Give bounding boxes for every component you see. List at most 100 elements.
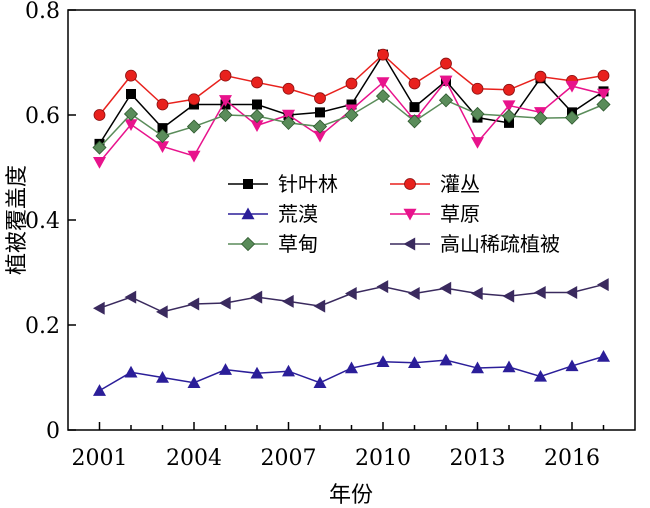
y-tick-label: 0.6 (25, 104, 60, 129)
series-灌丛 (93, 48, 610, 121)
data-point (376, 355, 390, 367)
data-point (219, 363, 232, 375)
x-tick-label: 2013 (450, 446, 506, 471)
data-point (93, 301, 105, 315)
legend-item: 荒漠 (228, 202, 318, 226)
series-草甸 (92, 89, 611, 155)
data-point (157, 123, 168, 134)
data-point (250, 290, 263, 304)
x-tick-label: 2004 (166, 446, 222, 471)
data-point (124, 365, 138, 378)
data-point (187, 376, 201, 388)
data-point (502, 289, 515, 303)
legend-item: 草原 (390, 202, 480, 226)
data-point (155, 128, 170, 144)
data-point (439, 353, 453, 366)
data-point (564, 110, 580, 125)
x-axis: 2001 2004 2007 2010 2013 2016 (72, 422, 605, 471)
legend-marker (240, 236, 256, 252)
x-axis-title: 年份 (329, 483, 373, 508)
data-point (439, 281, 452, 295)
data-point (440, 57, 452, 70)
data-point (126, 89, 136, 99)
data-point (125, 69, 137, 82)
legend-marker (403, 208, 417, 221)
data-point (565, 359, 579, 372)
y-tick-label: 0 (46, 419, 60, 444)
series-荒漠 (93, 350, 610, 396)
data-point (219, 69, 232, 82)
data-point (92, 140, 107, 155)
data-point (376, 280, 389, 294)
data-point (281, 115, 296, 130)
series-line (98, 53, 604, 145)
data-point (596, 97, 611, 112)
data-point (313, 130, 327, 143)
data-point (471, 137, 484, 149)
data-point (93, 157, 106, 169)
legend-marker (243, 179, 253, 189)
series-高山稀疏植被 (93, 278, 609, 319)
data-point (471, 287, 483, 300)
data-point (376, 77, 390, 89)
data-point (438, 93, 454, 108)
data-point (93, 109, 106, 121)
data-point (534, 369, 547, 382)
data-point (156, 371, 169, 383)
data-point (156, 305, 168, 319)
data-point (187, 150, 201, 163)
data-point (344, 107, 359, 123)
data-point (93, 384, 106, 396)
legend-label: 高山稀疏植被 (440, 232, 560, 256)
legend-item: 草甸 (228, 232, 318, 256)
data-point (282, 294, 294, 308)
data-point (312, 119, 328, 134)
data-point (534, 285, 546, 299)
legend-item: 高山稀疏植被 (390, 232, 560, 256)
data-point (315, 107, 325, 118)
legend-marker (403, 237, 416, 251)
data-point (123, 106, 139, 122)
data-point (346, 99, 357, 110)
data-point (471, 82, 484, 95)
data-point (156, 141, 169, 153)
legend-label: 灌丛 (440, 172, 480, 196)
series-layer (92, 48, 611, 396)
data-point (314, 92, 326, 105)
data-point (439, 75, 453, 88)
data-point (565, 80, 579, 93)
x-tick-label: 2010 (355, 446, 411, 471)
data-point (408, 356, 421, 368)
legend-marker (404, 178, 416, 190)
data-point (471, 361, 484, 374)
data-point (407, 114, 422, 129)
data-point (282, 82, 295, 95)
data-point (597, 88, 610, 101)
data-point (408, 77, 421, 90)
data-point (250, 366, 264, 379)
data-point (188, 93, 200, 106)
data-point (597, 69, 610, 82)
data-point (219, 95, 232, 107)
data-point (533, 111, 548, 126)
data-point (408, 287, 420, 300)
data-point (345, 361, 358, 374)
data-point (502, 100, 516, 113)
legend-marker (241, 207, 255, 220)
data-point (252, 99, 262, 110)
data-point (501, 108, 517, 124)
data-point (282, 109, 295, 122)
data-point (565, 285, 578, 299)
data-point (345, 287, 357, 300)
x-tick-label: 2007 (261, 446, 317, 471)
data-point (219, 296, 231, 310)
data-point (470, 106, 485, 122)
legend-label: 草原 (440, 202, 480, 226)
data-point (345, 77, 358, 90)
legend-label: 针叶林 (278, 172, 338, 196)
data-point (251, 76, 263, 89)
data-point (282, 364, 295, 377)
data-point (187, 297, 200, 311)
